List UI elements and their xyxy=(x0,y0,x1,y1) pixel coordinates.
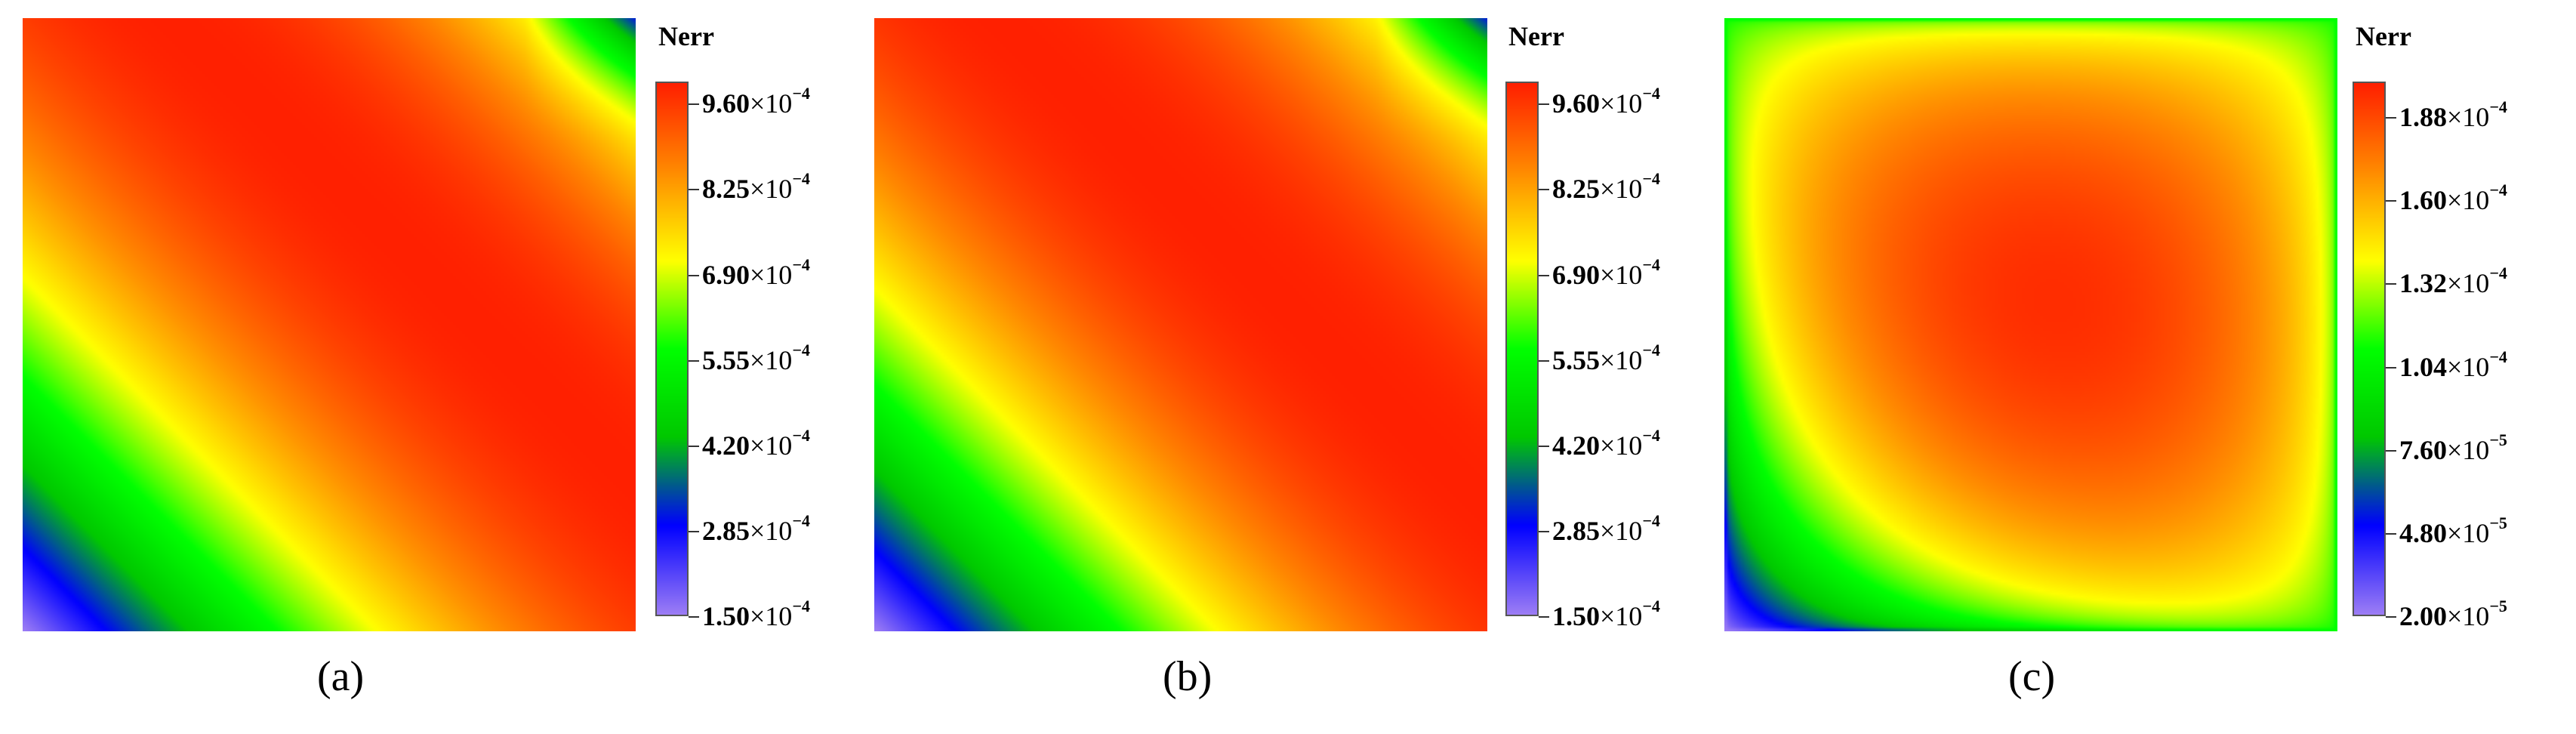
colorbar-tick-label: 2.85×10−4 xyxy=(1552,511,1660,546)
colorbar-tick-mark xyxy=(1539,189,1549,190)
colorbar-tick-mark xyxy=(689,189,699,190)
heatmap-a xyxy=(23,18,636,631)
colorbar-tick-label: 1.88×10−4 xyxy=(2399,97,2507,132)
colorbar-tick-label: 9.60×10−4 xyxy=(1552,84,1660,119)
colorbar-tick-mark xyxy=(1539,103,1549,105)
caption-b: (b) xyxy=(1163,653,1213,700)
colorbar-tick-label: 5.55×10−4 xyxy=(702,341,810,375)
colorbar-tick-label: 9.60×10−4 xyxy=(702,84,810,119)
colorbar-tick-mark xyxy=(689,446,699,447)
colorbar-tick-mark xyxy=(2386,533,2396,535)
colorbar-tick-mark xyxy=(2386,283,2396,285)
colorbar-tick-label: 4.80×10−5 xyxy=(2399,513,2507,548)
colorbar-tick-mark xyxy=(2386,616,2396,618)
colorbar-tick-label: 2.85×10−4 xyxy=(702,511,810,546)
colorbar-tick-mark xyxy=(689,616,699,618)
colorbar-tick-label: 1.04×10−4 xyxy=(2399,347,2507,382)
colorbar-tick-label: 2.00×10−5 xyxy=(2399,597,2507,631)
colorbar-tick-label: 1.60×10−4 xyxy=(2399,180,2507,215)
colorbar-tick-mark xyxy=(1539,531,1549,532)
heatmap-c xyxy=(1724,18,2337,631)
colorbar-b xyxy=(1505,82,1539,616)
colorbar-tick-mark xyxy=(2386,117,2396,119)
colorbar-tick-mark xyxy=(1539,446,1549,447)
colorbar-tick-label: 1.50×10−4 xyxy=(702,597,810,631)
colorbar-tick-label: 6.90×10−4 xyxy=(1552,255,1660,290)
colorbar-tick-label: 6.90×10−4 xyxy=(702,255,810,290)
caption-a: (a) xyxy=(317,653,365,700)
colorbar-tick-label: 1.32×10−4 xyxy=(2399,264,2507,298)
colorbar-tick-mark xyxy=(689,103,699,105)
colorbar-title-c: Nerr xyxy=(2356,21,2411,51)
colorbar-c xyxy=(2353,82,2386,616)
colorbar-tick-mark xyxy=(1539,275,1549,276)
colorbar-tick-label: 4.20×10−4 xyxy=(702,426,810,461)
colorbar-title-a: Nerr xyxy=(658,21,714,51)
colorbar-tick-label: 1.50×10−4 xyxy=(1552,597,1660,631)
colorbar-tick-mark xyxy=(689,360,699,362)
colorbar-tick-mark xyxy=(689,531,699,532)
caption-c: (c) xyxy=(2008,653,2056,700)
colorbar-tick-mark xyxy=(689,275,699,276)
heatmap-b xyxy=(874,18,1487,631)
colorbar-tick-label: 4.20×10−4 xyxy=(1552,426,1660,461)
colorbar-title-b: Nerr xyxy=(1508,21,1564,51)
colorbar-tick-mark xyxy=(2386,450,2396,452)
colorbar-a xyxy=(655,82,689,616)
colorbar-tick-mark xyxy=(1539,360,1549,362)
colorbar-tick-label: 5.55×10−4 xyxy=(1552,341,1660,375)
colorbar-tick-mark xyxy=(2386,200,2396,202)
colorbar-tick-label: 8.25×10−4 xyxy=(702,169,810,204)
colorbar-tick-label: 7.60×10−5 xyxy=(2399,430,2507,465)
colorbar-tick-label: 8.25×10−4 xyxy=(1552,169,1660,204)
colorbar-tick-mark xyxy=(1539,616,1549,618)
colorbar-tick-mark xyxy=(2386,367,2396,369)
